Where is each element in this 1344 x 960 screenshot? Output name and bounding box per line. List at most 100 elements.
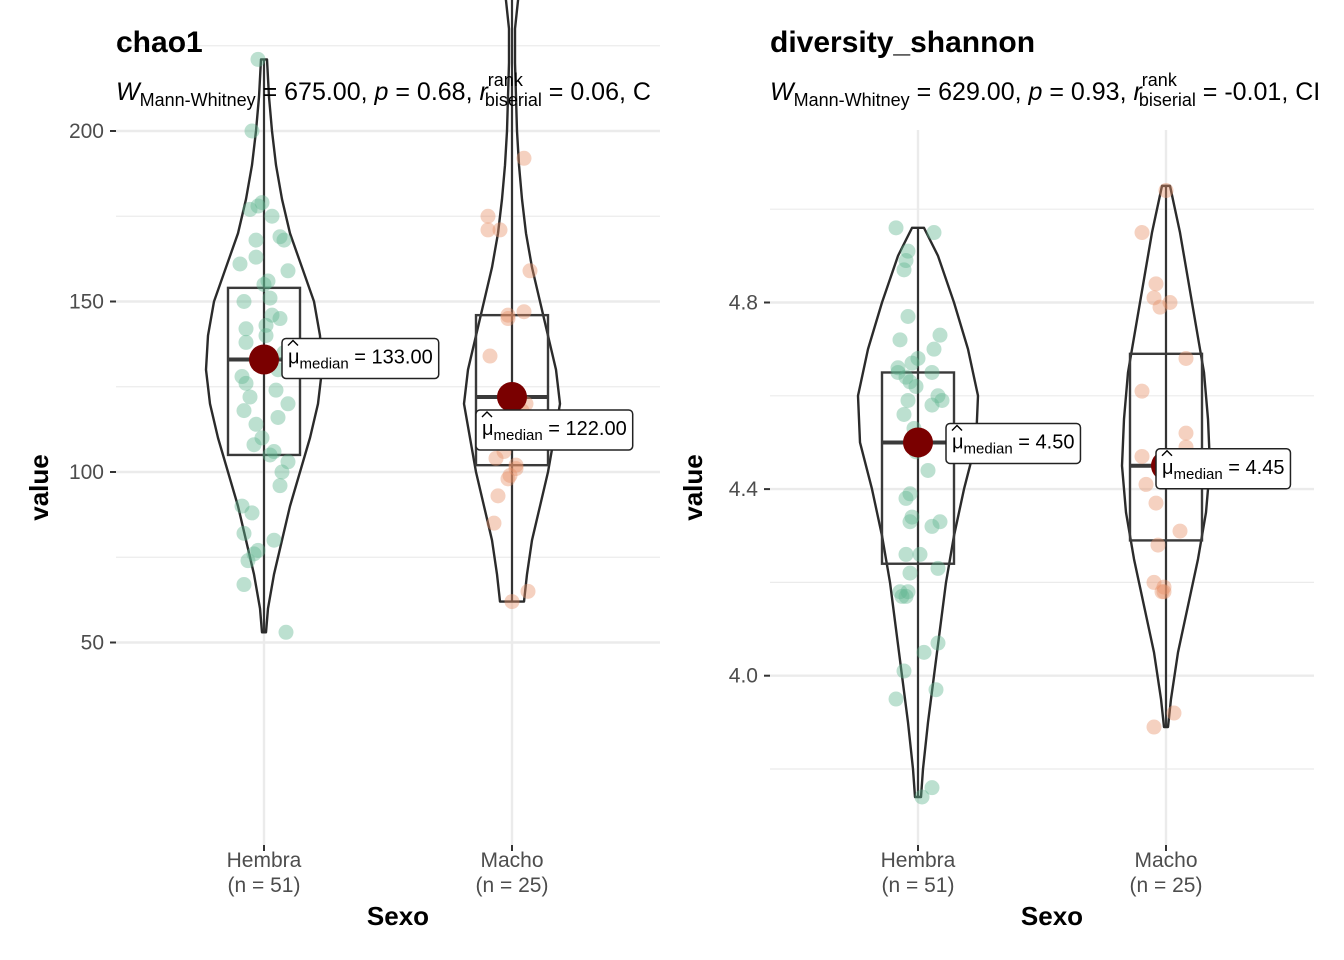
stat-symbol: W [770,78,796,106]
data-point [900,308,916,324]
data-point [236,525,252,541]
data-point [504,594,520,610]
data-point [902,514,918,530]
data-point [480,222,496,238]
data-point [924,397,940,413]
y-axis-label: value [678,454,708,521]
data-point [232,256,248,272]
data-point [486,515,502,531]
p-symbol: p [374,78,389,106]
y-tick-label: 150 [69,291,104,314]
violin [1120,184,1212,729]
median-value: = 133.00 [349,346,433,368]
data-point [900,584,916,600]
data-point [1134,225,1150,241]
median-label: μmedian = 122.00 [475,409,634,451]
data-point [902,486,918,502]
median-subscript: median [494,427,543,444]
data-point [500,307,516,323]
data-point [1154,584,1170,600]
data-point [236,294,252,309]
data-point [266,532,282,548]
data-point [258,317,274,333]
data-point [1178,425,1194,441]
data-point [248,249,264,265]
data-point [244,505,260,521]
data-point [896,262,912,278]
x-axis-label: Sexo [1021,901,1083,931]
median-subscript: median [1174,466,1223,483]
data-point [930,635,946,651]
data-point [482,348,498,364]
data-point [896,406,912,422]
effect-subscript: biserial [485,90,542,110]
median-value: = 4.45 [1223,457,1285,479]
hat-accent [481,410,493,418]
median-label-box [475,409,634,451]
median-label-text: μmedian = 133.00 [288,346,433,372]
data-point [256,276,272,292]
y-axis-label: value [24,454,54,521]
data-point [490,488,506,504]
data-point [930,388,946,404]
median-label-box [1155,448,1292,490]
data-point [270,409,286,425]
hat-accent [951,424,963,431]
data-point [242,201,258,217]
median-label: μmedian = 133.00 [281,337,440,380]
data-point [522,263,538,279]
data-point [248,232,264,248]
data-point [1172,523,1188,539]
p-value: = 0.93, [1042,78,1133,106]
data-point [932,514,948,530]
data-point [250,51,266,67]
data-point [910,350,926,366]
data-point [894,588,910,604]
group-hembra: μmedian = 4.50 [856,220,1082,805]
data-point [280,263,296,279]
data-point [500,471,516,487]
data-point [274,464,290,480]
data-point [1166,705,1182,721]
data-point [254,195,270,211]
data-point [508,461,524,477]
median-point [903,427,933,458]
box [1128,352,1204,542]
data-point [520,583,536,599]
data-point [902,374,918,390]
group-macho: μmedian = 4.45 [1120,183,1292,735]
median-label: μmedian = 4.45 [1155,448,1292,490]
median-symbol: μ [952,431,964,453]
effect-superscript: rank [1142,70,1178,90]
data-point [254,430,270,446]
y-tick-label: 100 [69,461,104,484]
data-point [926,225,942,241]
data-point [1138,476,1154,492]
data-point [264,307,280,323]
data-point [234,369,250,385]
data-point [500,311,516,327]
median-point [497,381,527,412]
group-hembra: μmedian = 133.00 [204,51,440,640]
data-point [1156,584,1172,600]
plot-title: chao1 [116,26,203,59]
data-point [898,253,914,269]
violin [462,0,562,603]
data-point [272,478,288,494]
data-point [896,663,912,679]
data-point [262,290,278,306]
data-point [930,560,946,576]
data-point [258,328,274,344]
data-point [492,222,508,238]
data-point [268,382,284,398]
median-symbol: μ [288,346,300,368]
x-axis-label: Sexo [367,901,429,931]
y-tick-label: 200 [69,120,104,143]
data-point [276,232,292,248]
x-tick-label: Macho [480,849,543,872]
data-point [888,691,904,707]
median-label-text: μmedian = 4.45 [1162,457,1284,483]
data-point [1146,719,1162,735]
